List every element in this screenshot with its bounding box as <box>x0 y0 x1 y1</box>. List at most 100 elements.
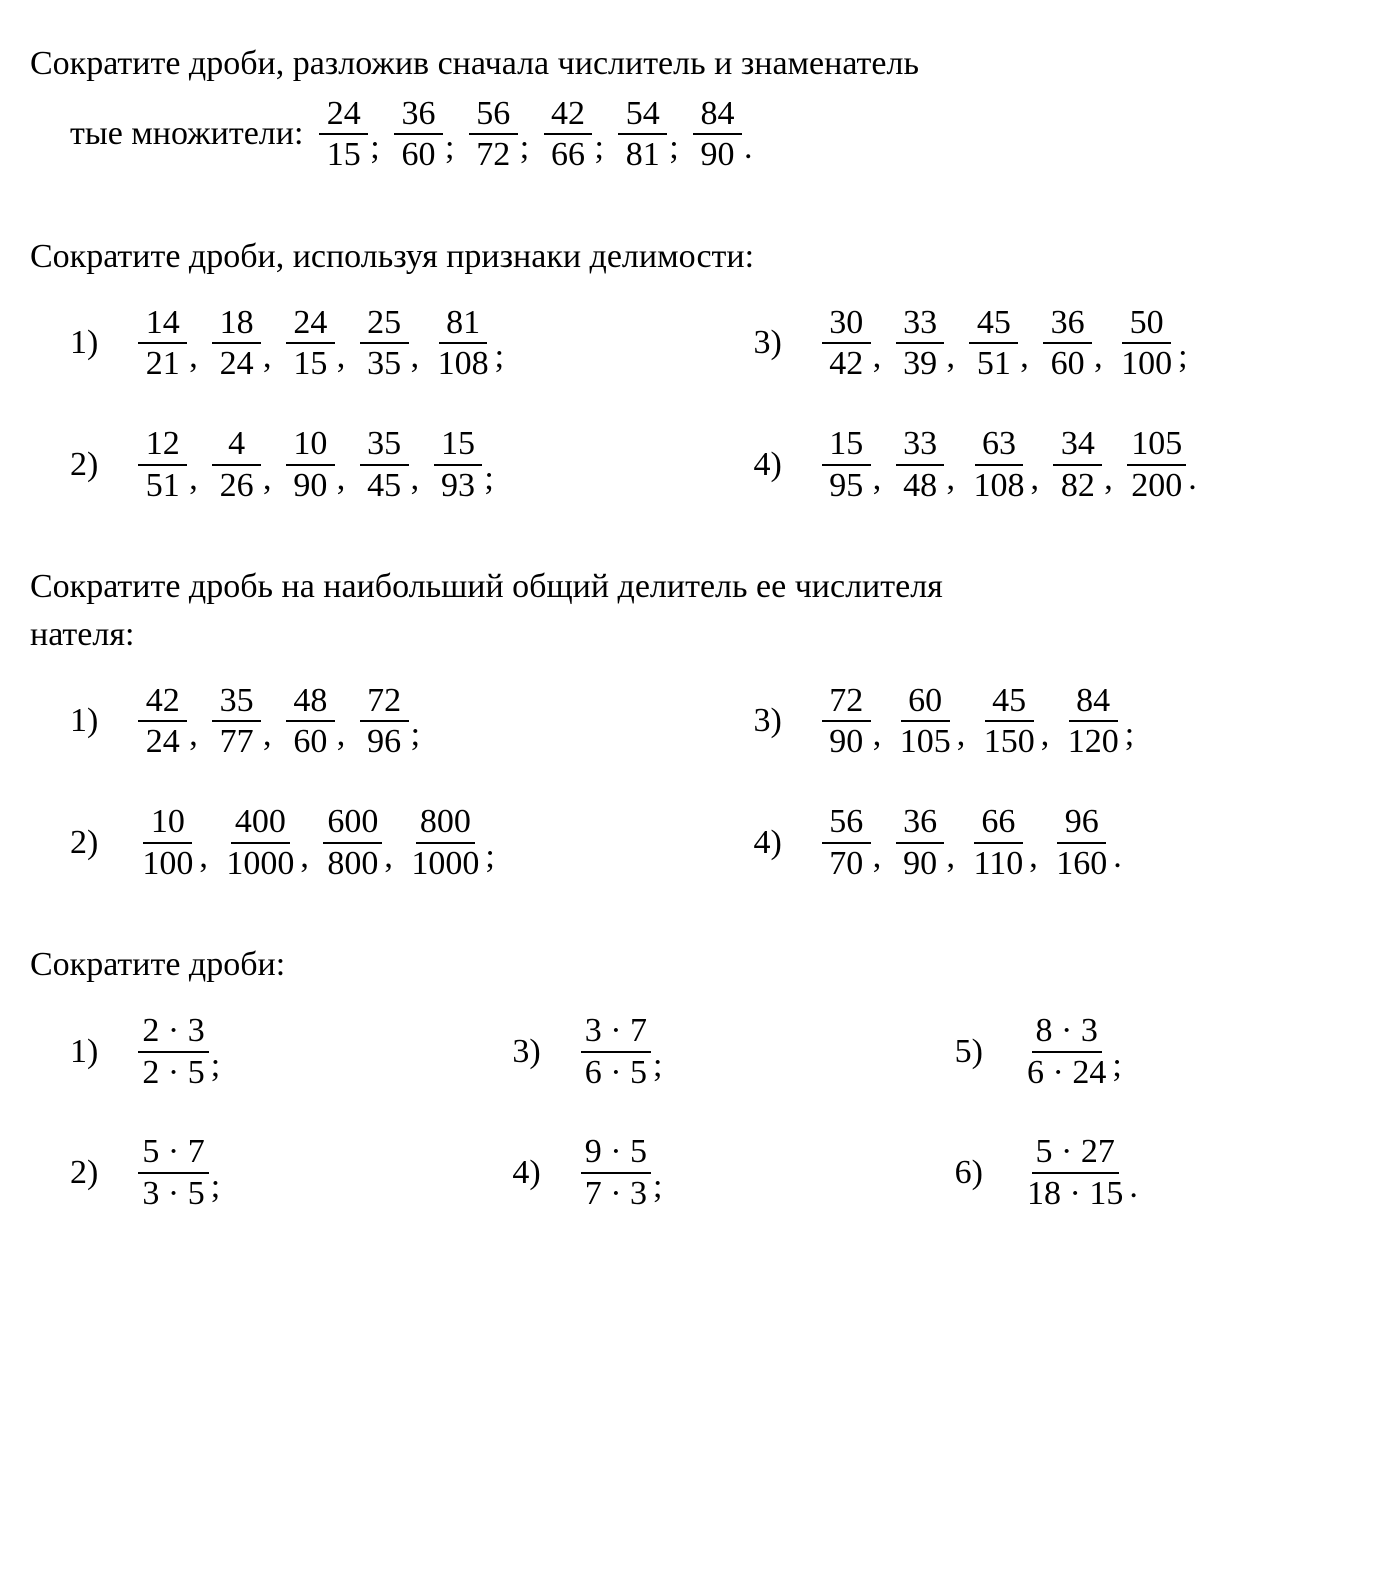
fraction: 96160 <box>1052 804 1111 881</box>
separator: , <box>1104 455 1121 503</box>
sub-label: 6) <box>955 1149 1009 1197</box>
problem-2-item-1: 1) 1421, 1824, 2415, 2535, 81108; <box>70 305 674 382</box>
fraction: 4266 <box>544 96 593 173</box>
denominator: 6 · 5 <box>581 1053 651 1091</box>
fraction: 4551 <box>969 305 1018 382</box>
fraction: 5670 <box>822 804 871 881</box>
fraction: 3042 <box>822 305 871 382</box>
numerator: 8 · 3 <box>1032 1013 1102 1053</box>
denominator: 108 <box>434 344 493 382</box>
fraction: 3545 <box>360 426 409 503</box>
terminator: . <box>1188 455 1197 503</box>
numerator: 4 <box>212 426 261 466</box>
denominator: 51 <box>969 344 1018 382</box>
fraction: 5672 <box>469 96 518 173</box>
denominator: 150 <box>980 722 1039 760</box>
separator: ; <box>594 124 612 172</box>
denominator: 21 <box>138 344 187 382</box>
problem-4-item-3: 3) 3 · 7 6 · 5 ; <box>512 1013 914 1090</box>
problem-1-text: Сократите дроби, разложив сначала числит… <box>30 40 1357 173</box>
problem-4-grid: 1) 2 · 3 2 · 5 ; 3) 3 · 7 6 · 5 ; 5) 8 ·… <box>30 1013 1357 1212</box>
denominator: 1000 <box>222 844 298 882</box>
denominator: 82 <box>1053 466 1102 504</box>
fraction: 2415 <box>286 305 335 382</box>
fraction: 3482 <box>1053 426 1102 503</box>
separator: , <box>199 833 216 881</box>
denominator: 160 <box>1052 844 1111 882</box>
denominator: 90 <box>693 135 742 173</box>
separator: ; <box>669 124 687 172</box>
numerator: 36 <box>394 96 443 136</box>
fraction: 4224 <box>138 683 187 760</box>
denominator: 60 <box>286 722 335 760</box>
denominator: 110 <box>969 844 1027 882</box>
numerator: 36 <box>896 804 945 844</box>
numerator: 105 <box>1127 426 1186 466</box>
numerator: 50 <box>1122 305 1171 345</box>
problem-4-item-4: 4) 9 · 5 7 · 3 ; <box>512 1134 914 1211</box>
problem-2-item-4: 4) 1595, 3348, 63108, 3482, 105200. <box>754 426 1358 503</box>
sub-label: 1) <box>70 1028 124 1076</box>
separator: , <box>957 711 974 759</box>
numerator: 5 · 27 <box>1032 1134 1119 1174</box>
numerator: 33 <box>896 426 945 466</box>
numerator: 15 <box>434 426 483 466</box>
numerator: 35 <box>360 426 409 466</box>
numerator: 5 · 7 <box>138 1134 208 1174</box>
denominator: 95 <box>822 466 871 504</box>
separator: , <box>384 833 401 881</box>
fraclist: 5670, 3690, 66110, 96160. <box>820 804 1122 881</box>
sub-label: 5) <box>955 1028 1009 1076</box>
denominator: 105 <box>896 722 955 760</box>
numerator: 45 <box>985 683 1034 723</box>
terminator: ; <box>653 1042 662 1090</box>
problem-1: Сократите дроби, разложив сначала числит… <box>30 40 1357 173</box>
denominator: 45 <box>360 466 409 504</box>
problem-3-item-2: 2) 10100, 4001000, 600800, 8001000; <box>70 804 674 881</box>
fraction: 50100 <box>1117 305 1176 382</box>
numerator: 45 <box>969 305 1018 345</box>
numerator: 24 <box>319 96 368 136</box>
separator: , <box>189 455 206 503</box>
sub-label: 3) <box>512 1028 566 1076</box>
fraclist: 1421, 1824, 2415, 2535, 81108; <box>136 305 504 382</box>
sub-label: 2) <box>70 1149 124 1197</box>
terminator: ; <box>211 1042 220 1090</box>
denominator: 18 · 15 <box>1023 1174 1127 1212</box>
fraction: 10100 <box>138 804 197 881</box>
numerator: 60 <box>901 683 950 723</box>
problem-4-item-1: 1) 2 · 3 2 · 5 ; <box>70 1013 472 1090</box>
denominator: 108 <box>969 466 1028 504</box>
separator: ; <box>445 124 463 172</box>
problem-2-grid: 1) 1421, 1824, 2415, 2535, 81108; 3) 304… <box>30 305 1357 504</box>
separator: , <box>337 455 354 503</box>
denominator: 90 <box>896 844 945 882</box>
numerator: 81 <box>439 305 488 345</box>
fraclist: 1595, 3348, 63108, 3482, 105200. <box>820 426 1197 503</box>
denominator: 42 <box>822 344 871 382</box>
denominator: 90 <box>286 466 335 504</box>
numerator: 54 <box>618 96 667 136</box>
numerator: 72 <box>360 683 409 723</box>
numerator: 56 <box>822 804 871 844</box>
numerator: 400 <box>231 804 290 844</box>
problem-3-grid: 1) 4224, 3577, 4860, 7296; 3) 7290, 6010… <box>30 683 1357 882</box>
sub-label: 1) <box>70 319 124 367</box>
separator: , <box>873 455 890 503</box>
denominator: 51 <box>138 466 187 504</box>
numerator: 800 <box>416 804 475 844</box>
fraction: 8 · 3 6 · 24 <box>1023 1013 1110 1090</box>
separator: , <box>300 833 317 881</box>
fraction: 1593 <box>434 426 483 503</box>
fraction: 105200 <box>1127 426 1186 503</box>
terminator: ; <box>1178 333 1187 381</box>
problem-4: Сократите дроби: 1) 2 · 3 2 · 5 ; 3) 3 ·… <box>30 941 1357 1211</box>
numerator: 2 · 3 <box>138 1013 208 1053</box>
numerator: 96 <box>1057 804 1106 844</box>
terminator: . <box>744 124 753 172</box>
numerator: 24 <box>286 305 335 345</box>
sub-label: 3) <box>754 319 808 367</box>
problem-1-line1: Сократите дроби, разложив сначала числит… <box>30 40 1357 88</box>
fraction: 426 <box>212 426 261 503</box>
fraction: 45150 <box>980 683 1039 760</box>
